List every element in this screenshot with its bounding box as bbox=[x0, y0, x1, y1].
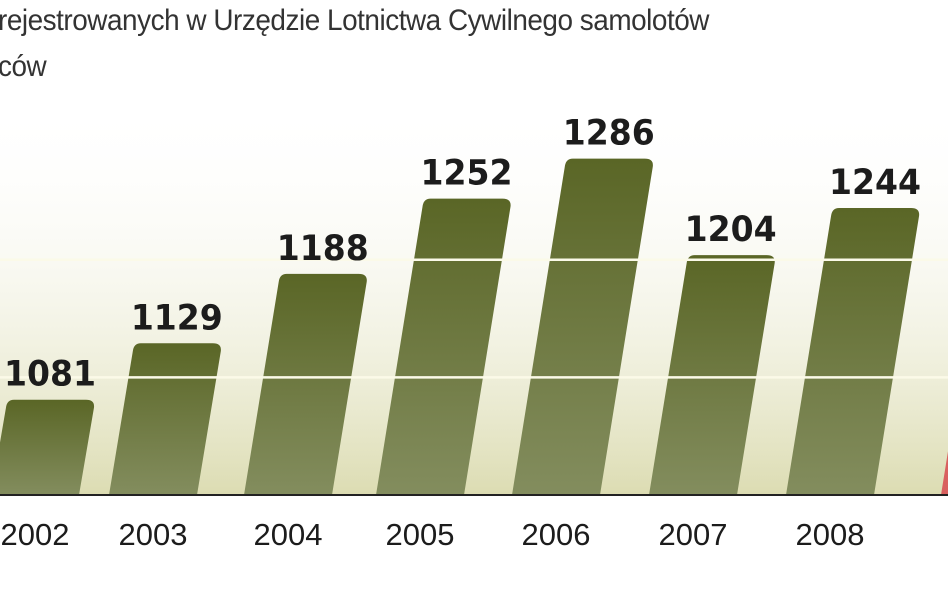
x-tick-label-2002: 2002 bbox=[1, 517, 70, 552]
bar-2006 bbox=[512, 158, 653, 495]
bar-2007 bbox=[649, 255, 775, 495]
bar-2002 bbox=[0, 399, 95, 495]
value-label-2007: 1204 bbox=[685, 210, 777, 250]
x-tick-label-2007: 2007 bbox=[659, 517, 728, 552]
chart-title-line-1: rejestrowanych w Urzędzie Lotnictwa Cywi… bbox=[0, 4, 709, 37]
x-tick-label-2004: 2004 bbox=[254, 517, 323, 552]
x-tick-label-2008: 2008 bbox=[796, 517, 865, 552]
x-tick-label-2005: 2005 bbox=[386, 517, 455, 552]
value-label-2004: 1188 bbox=[277, 229, 369, 269]
bar-2004 bbox=[244, 273, 367, 495]
bar-2008 bbox=[786, 208, 920, 495]
chart-title-line-2: ców bbox=[0, 50, 47, 83]
value-label-2003: 1129 bbox=[131, 298, 223, 338]
value-label-2002: 1081 bbox=[4, 355, 96, 395]
value-label-2008: 1244 bbox=[829, 163, 921, 203]
x-tick-label-2003: 2003 bbox=[119, 517, 188, 552]
bar-2003 bbox=[109, 343, 221, 495]
bar-2005 bbox=[376, 198, 511, 495]
bar-2009 bbox=[941, 451, 948, 495]
value-label-2006: 1286 bbox=[563, 114, 655, 154]
value-label-2005: 1252 bbox=[421, 154, 513, 194]
x-tick-label-2006: 2006 bbox=[522, 517, 591, 552]
